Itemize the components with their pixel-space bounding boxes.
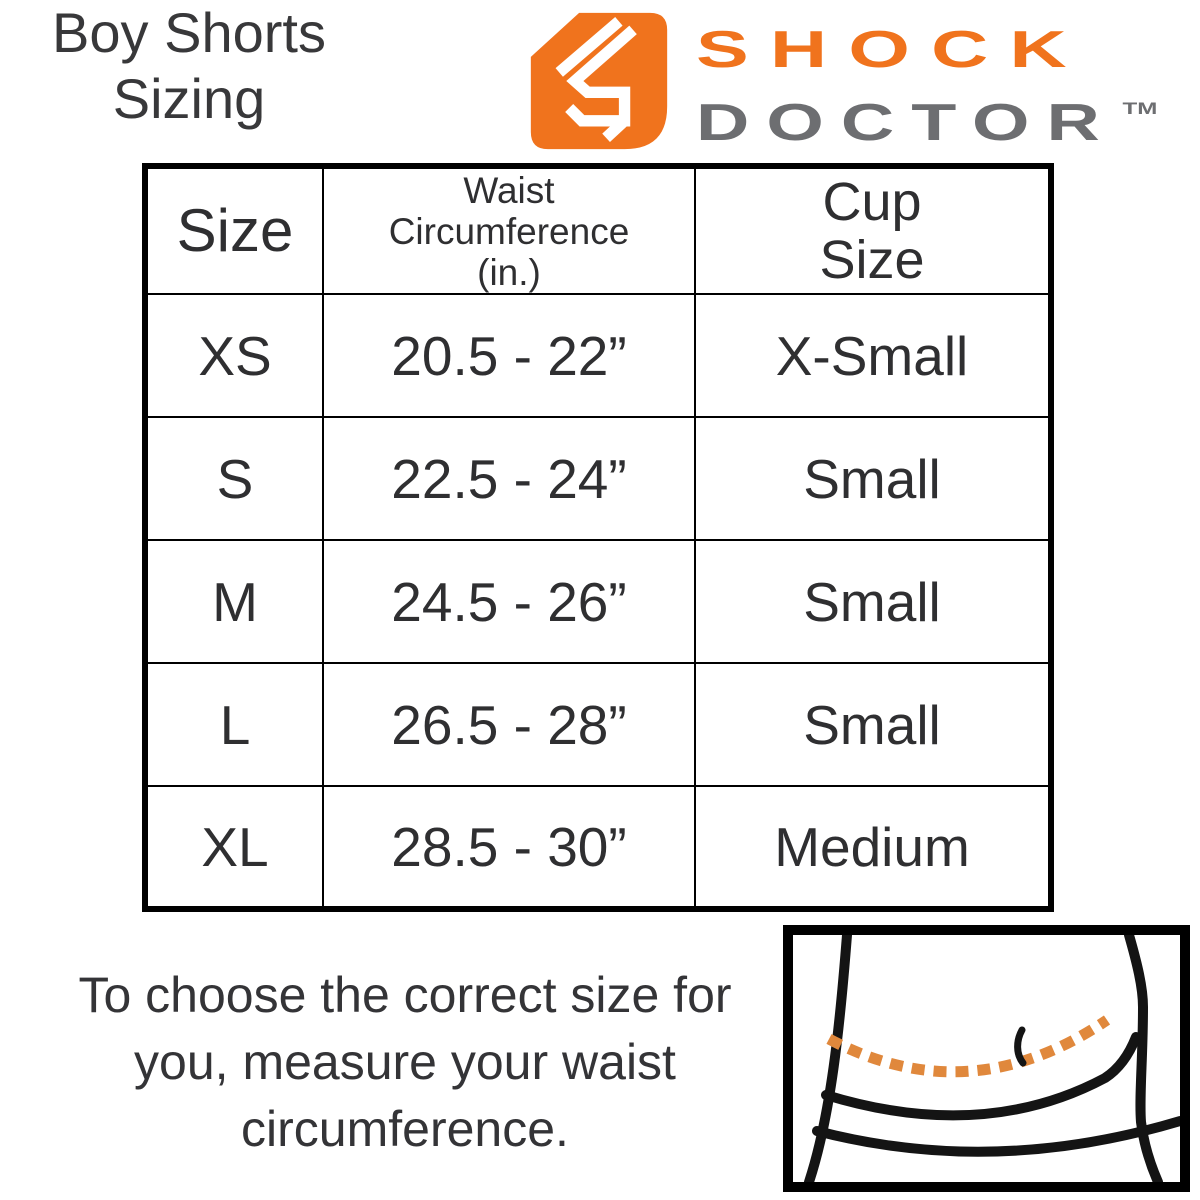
page-title-line2: Sizing — [112, 67, 266, 130]
cell-size: S — [144, 416, 324, 541]
table-row-xl: XL 28.5 - 30” Medium — [144, 785, 1052, 910]
cell-cup: Small — [694, 539, 1052, 664]
measuring-tape-dashed-line — [826, 1015, 1111, 1078]
brand-word-doctor: DOCTOR TM — [696, 94, 1158, 152]
cell-size: M — [144, 539, 324, 664]
instructions-line2: you, measure your waist — [134, 1034, 676, 1090]
cell-cup: Small — [694, 416, 1052, 541]
cell-size: XL — [144, 785, 324, 910]
page-title-line1: Boy Shorts — [52, 1, 326, 64]
table-row-l: L 26.5 - 28” Small — [144, 662, 1052, 787]
table-row-s: S 22.5 - 24” Small — [144, 416, 1052, 541]
waist-measurement-diagram — [804, 935, 1180, 1182]
cell-waist: 28.5 - 30” — [322, 785, 696, 910]
cell-cup: Medium — [694, 785, 1052, 910]
navel-mark — [1014, 1026, 1027, 1067]
cell-waist: 20.5 - 22” — [322, 293, 696, 418]
table-row-xs: XS 20.5 - 22” X-Small — [144, 293, 1052, 418]
page-title: Boy Shorts Sizing — [0, 0, 378, 132]
brand-word-shock: SHOCK — [696, 21, 1088, 79]
table-header-row: Size Waist Circumference (in.) Cup Size — [144, 165, 1052, 295]
cell-waist: 22.5 - 24” — [322, 416, 696, 541]
trademark-symbol: TM — [1122, 99, 1158, 118]
col-header-size: Size — [144, 165, 324, 295]
instructions-line1: To choose the correct size for — [78, 967, 732, 1023]
cell-cup: X-Small — [694, 293, 1052, 418]
instructions-text: To choose the correct size for you, meas… — [15, 962, 795, 1163]
brand-wordmark: SHOCK DOCTOR TM — [696, 22, 1157, 152]
col-header-cup: Cup Size — [694, 165, 1052, 295]
cell-waist: 24.5 - 26” — [322, 539, 696, 664]
cell-size: L — [144, 662, 324, 787]
waist-measurement-figure — [783, 925, 1190, 1192]
col-header-waist: Waist Circumference (in.) — [322, 165, 696, 295]
shock-doctor-s-icon — [530, 12, 668, 150]
cell-waist: 26.5 - 28” — [322, 662, 696, 787]
cell-size: XS — [144, 293, 324, 418]
instructions-line3: circumference. — [241, 1101, 569, 1157]
cell-cup: Small — [694, 662, 1052, 787]
sizing-table: Size Waist Circumference (in.) Cup Size … — [142, 163, 1054, 912]
table-row-m: M 24.5 - 26” Small — [144, 539, 1052, 664]
